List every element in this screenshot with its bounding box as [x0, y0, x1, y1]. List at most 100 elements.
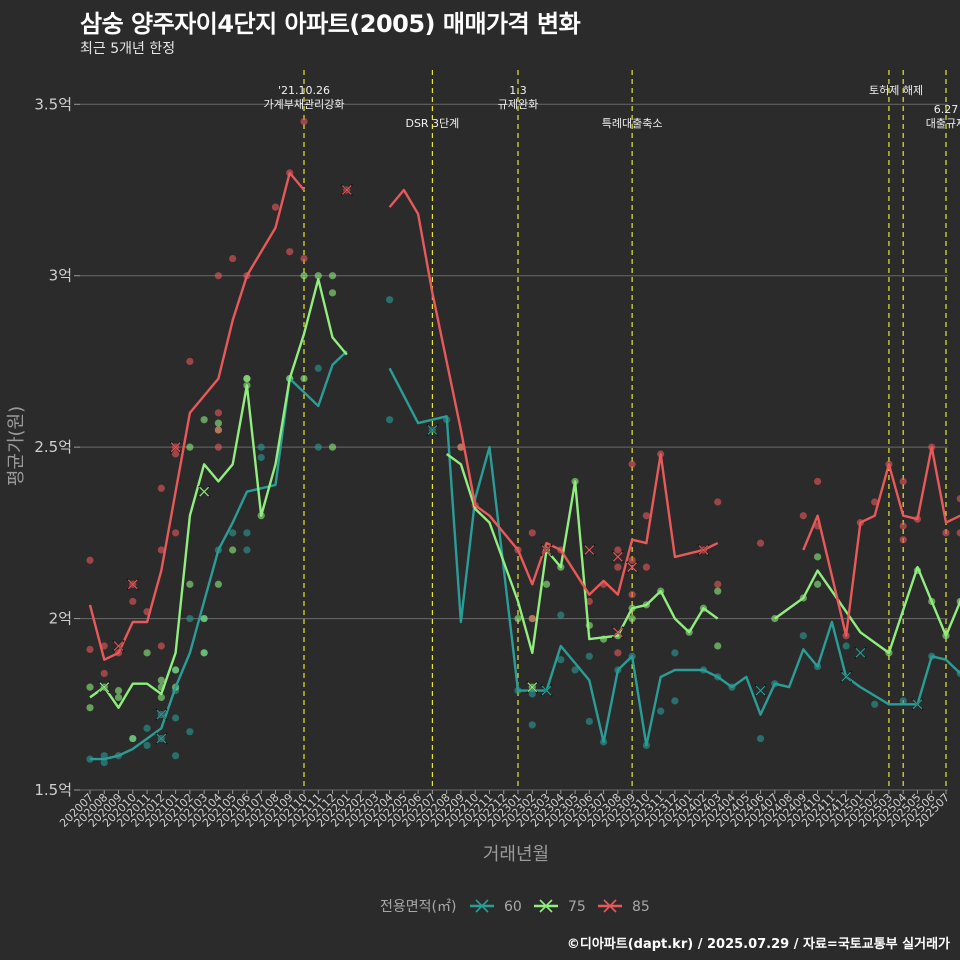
data-point-85: [642, 563, 651, 571]
cancel-mark-85: [540, 543, 553, 557]
data-point-60: [585, 652, 593, 660]
data-point-85: [100, 669, 108, 678]
cancel-stroke: [841, 671, 852, 682]
data-point-75: [114, 693, 123, 702]
data-point-60: [671, 697, 679, 705]
cancel-mark-85: [697, 543, 710, 557]
data-point-75: [214, 419, 222, 427]
y-axis-ticks: 1.5억 2억 2.5억 3억 3.5억: [34, 95, 80, 799]
cancel-mark-85: [611, 626, 624, 639]
series-line-75: [89, 277, 348, 709]
series-line-75: [774, 565, 960, 655]
data-point-85: [157, 546, 165, 554]
y-tick-label: 1.5억: [34, 781, 72, 799]
data-point-60: [871, 700, 879, 708]
data-point-60: [899, 697, 907, 705]
cancel-mark-60: [854, 646, 867, 659]
annotation-text: 6.27: [934, 103, 959, 116]
data-point-75: [229, 546, 237, 554]
data-point-85: [799, 512, 807, 520]
cancel-stroke: [541, 685, 552, 696]
data-point-85: [214, 272, 222, 280]
cancel-stroke: [698, 545, 709, 555]
chart-caption: ©디아파트(dapt.kr) / 2025.07.29 / 자료=국토교통부 실…: [566, 937, 950, 952]
cancel-stroke: [541, 545, 552, 555]
data-point-85: [899, 536, 907, 544]
data-point-85: [942, 529, 950, 537]
data-point-75: [814, 553, 822, 561]
series-line-60: [90, 350, 348, 761]
data-point-60: [143, 724, 151, 732]
data-point-85: [86, 645, 94, 654]
data-point-60: [571, 666, 579, 674]
cancel-stroke: [341, 185, 352, 195]
data-point-75: [200, 416, 208, 424]
cancel-stroke: [156, 733, 167, 744]
data-point-60: [257, 453, 265, 462]
cancel-mark-85: [169, 441, 182, 454]
data-point-60: [585, 717, 593, 726]
data-point-60: [143, 741, 151, 750]
chart-title: 삼숭 양주자이4단지 아파트(2005) 매매가격 변화: [80, 10, 581, 38]
data-point-75: [714, 587, 722, 595]
data-point-75: [328, 272, 337, 280]
data-point-75: [86, 683, 94, 691]
data-point-85: [229, 254, 237, 263]
data-point-85: [528, 614, 536, 623]
data-point-75: [200, 614, 208, 623]
series-line-75: [445, 453, 719, 655]
cancel-stroke: [755, 685, 766, 696]
data-point-75: [300, 374, 308, 383]
data-point-75: [129, 734, 137, 743]
data-point-60: [100, 758, 108, 767]
data-point-75: [328, 443, 337, 451]
transaction-points: [86, 117, 960, 767]
chart-subtitle: 최근 5개년 한정: [80, 41, 176, 57]
cancelled-marks: [98, 183, 924, 745]
data-point-60: [243, 529, 251, 537]
data-point-85: [86, 556, 94, 564]
annotation-text: 대출규제: [926, 117, 960, 130]
data-point-85: [756, 539, 765, 547]
cancel-mark-60: [155, 732, 168, 745]
data-point-75: [214, 580, 222, 588]
data-point-75: [157, 693, 165, 702]
data-point-75: [172, 666, 180, 674]
data-point-60: [799, 632, 807, 640]
cancel-mark-75: [98, 681, 111, 694]
data-point-60: [172, 714, 180, 722]
cancel-mark-85: [583, 543, 596, 557]
data-point-60: [257, 443, 265, 451]
cancel-stroke: [427, 425, 438, 435]
annotation-text: '21.10.26: [278, 84, 330, 97]
y-tick-label: 3억: [49, 267, 72, 285]
data-point-75: [86, 704, 94, 712]
series-line-60: [388, 367, 960, 747]
cancel-stroke: [527, 682, 538, 693]
data-point-85: [528, 529, 536, 537]
data-point-85: [172, 450, 180, 458]
data-point-75: [143, 649, 151, 657]
cancel-stroke: [156, 709, 167, 720]
data-point-75: [714, 642, 722, 650]
data-point-60: [243, 546, 251, 554]
data-point-85: [100, 642, 108, 650]
cancel-stroke: [127, 579, 138, 590]
data-point-85: [157, 484, 165, 492]
cancel-mark-85: [340, 183, 353, 197]
cancel-stroke: [113, 641, 124, 651]
cancel-stroke: [199, 486, 210, 497]
data-point-75: [628, 614, 636, 623]
data-point-60: [186, 728, 194, 736]
data-point-85: [286, 248, 294, 256]
series-line-85: [88, 171, 305, 661]
cancel-mark-85: [611, 550, 624, 563]
data-point-85: [300, 254, 308, 263]
data-point-60: [557, 656, 565, 664]
data-point-60: [842, 642, 850, 650]
data-point-60: [314, 364, 322, 372]
legend-label: 60: [504, 899, 522, 915]
data-point-60: [229, 529, 237, 537]
